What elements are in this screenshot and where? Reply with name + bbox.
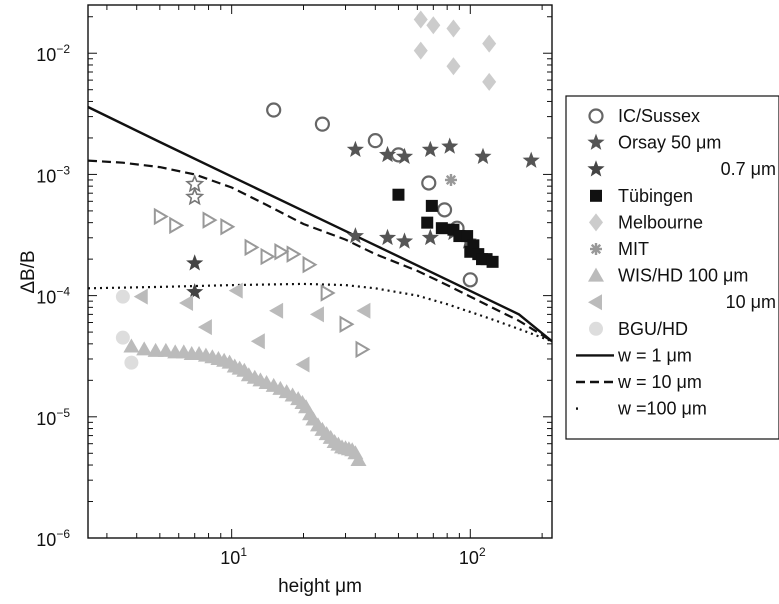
data-point-filled-star: [396, 232, 413, 248]
data-point-filled-star: [186, 254, 203, 270]
data-point-filled-star: [474, 148, 491, 164]
data-point-open-triangle-right: [155, 209, 167, 223]
data-point-filled-circle: [116, 290, 130, 304]
axis-ticks: 101 102 10−6 10−5 10−4 10−3 10−2: [36, 5, 552, 568]
legend-label: WIS/HD 100 μm: [618, 266, 748, 286]
data-point-filled-square: [487, 256, 499, 268]
data-marks: [88, 10, 552, 466]
legend-label: w = 10 μm: [617, 372, 702, 392]
y-tick-label: 10−5: [36, 406, 70, 429]
data-point-open-triangle-right: [275, 245, 287, 259]
data-point-open-circle: [464, 273, 477, 286]
data-point-filled-triangle-left: [229, 283, 243, 299]
x-tick-label: 102: [459, 545, 486, 568]
legend-label: Orsay 50 μm: [618, 133, 721, 153]
y-tick-label: 10−6: [36, 527, 70, 550]
data-point-filled-star: [379, 229, 396, 245]
data-point-filled-square: [392, 189, 404, 201]
data-point-open-circle: [267, 104, 280, 117]
curve-solid: [88, 107, 552, 341]
x-tick-label: 101: [220, 545, 247, 568]
data-point-filled-diamond: [446, 57, 460, 75]
data-point-filled-diamond: [414, 10, 428, 28]
data-point-filled-star: [347, 141, 364, 157]
data-point-asterisk: [445, 174, 457, 186]
data-point-filled-triangle-left: [356, 303, 370, 319]
data-point-filled-star: [523, 152, 540, 168]
data-point-open-triangle-right: [322, 286, 334, 300]
data-point-open-triangle-right: [221, 220, 233, 234]
legend-label: Melbourne: [618, 212, 703, 232]
legend-label: Tübingen: [618, 186, 693, 206]
legend-label: IC/Sussex: [618, 106, 700, 126]
data-point-filled-star: [441, 138, 458, 154]
legend-label: w =100 μm: [617, 399, 707, 419]
legend-marker-filled-circle: [589, 322, 603, 336]
legend-label: 0.7 μm: [721, 159, 776, 179]
data-point-filled-diamond: [426, 16, 440, 34]
y-tick-label: 10−3: [36, 163, 70, 186]
legend-label: w = 1 μm: [617, 345, 692, 365]
data-point-filled-triangle-left: [251, 333, 265, 349]
data-point-filled-diamond: [482, 35, 496, 53]
data-point-open-triangle-right: [262, 250, 274, 264]
data-point-filled-diamond: [482, 73, 496, 91]
y-axis-label: ΔB/B: [18, 250, 39, 293]
data-point-filled-square: [436, 222, 448, 234]
data-point-filled-square: [421, 217, 433, 229]
legend-label: MIT: [618, 239, 649, 259]
y-tick-label: 10−2: [36, 42, 70, 65]
legend: IC/Sussex Orsay 50 μm0.7 μm Tübingen Melbou…: [566, 96, 779, 439]
data-point-filled-triangle-left: [198, 319, 212, 335]
data-point-filled-triangle-left: [179, 295, 193, 311]
data-point-filled-circle: [116, 331, 130, 345]
legend-label: BGU/HD: [618, 319, 688, 339]
legend-marker-filled-square: [590, 190, 602, 202]
data-point-filled-star: [422, 141, 439, 157]
x-axis-label: height μm: [278, 576, 362, 597]
data-point-open-triangle-right: [304, 258, 316, 272]
legend-label: 10 μm: [726, 292, 776, 312]
data-point-open-triangle-right: [170, 218, 182, 232]
data-point-filled-diamond: [446, 19, 460, 37]
data-point-filled-star: [347, 227, 364, 243]
data-point-open-circle: [316, 118, 329, 131]
legend-marker-asterisk: [590, 243, 602, 255]
data-point-filled-star: [186, 283, 203, 299]
data-point-filled-square: [426, 200, 438, 212]
data-point-filled-diamond: [414, 42, 428, 60]
plot-area-frame: [88, 5, 552, 538]
data-point-open-triangle-right: [246, 240, 258, 254]
data-point-filled-triangle-left: [269, 303, 283, 319]
data-point-open-triangle-right: [204, 213, 216, 227]
data-point-open-triangle-right: [356, 342, 368, 356]
data-point-filled-triangle-left: [295, 357, 309, 373]
data-point-filled-triangle-left: [310, 306, 324, 322]
data-point-filled-circle: [124, 356, 138, 370]
y-tick-label: 10−4: [36, 285, 70, 308]
data-point-open-circle: [438, 203, 451, 216]
data-point-filled-triangle-left: [134, 289, 148, 305]
data-point-open-circle: [422, 176, 435, 189]
data-point-open-circle: [369, 134, 382, 147]
data-point-open-triangle-right: [341, 317, 353, 331]
data-point-open-triangle-right: [288, 247, 300, 261]
